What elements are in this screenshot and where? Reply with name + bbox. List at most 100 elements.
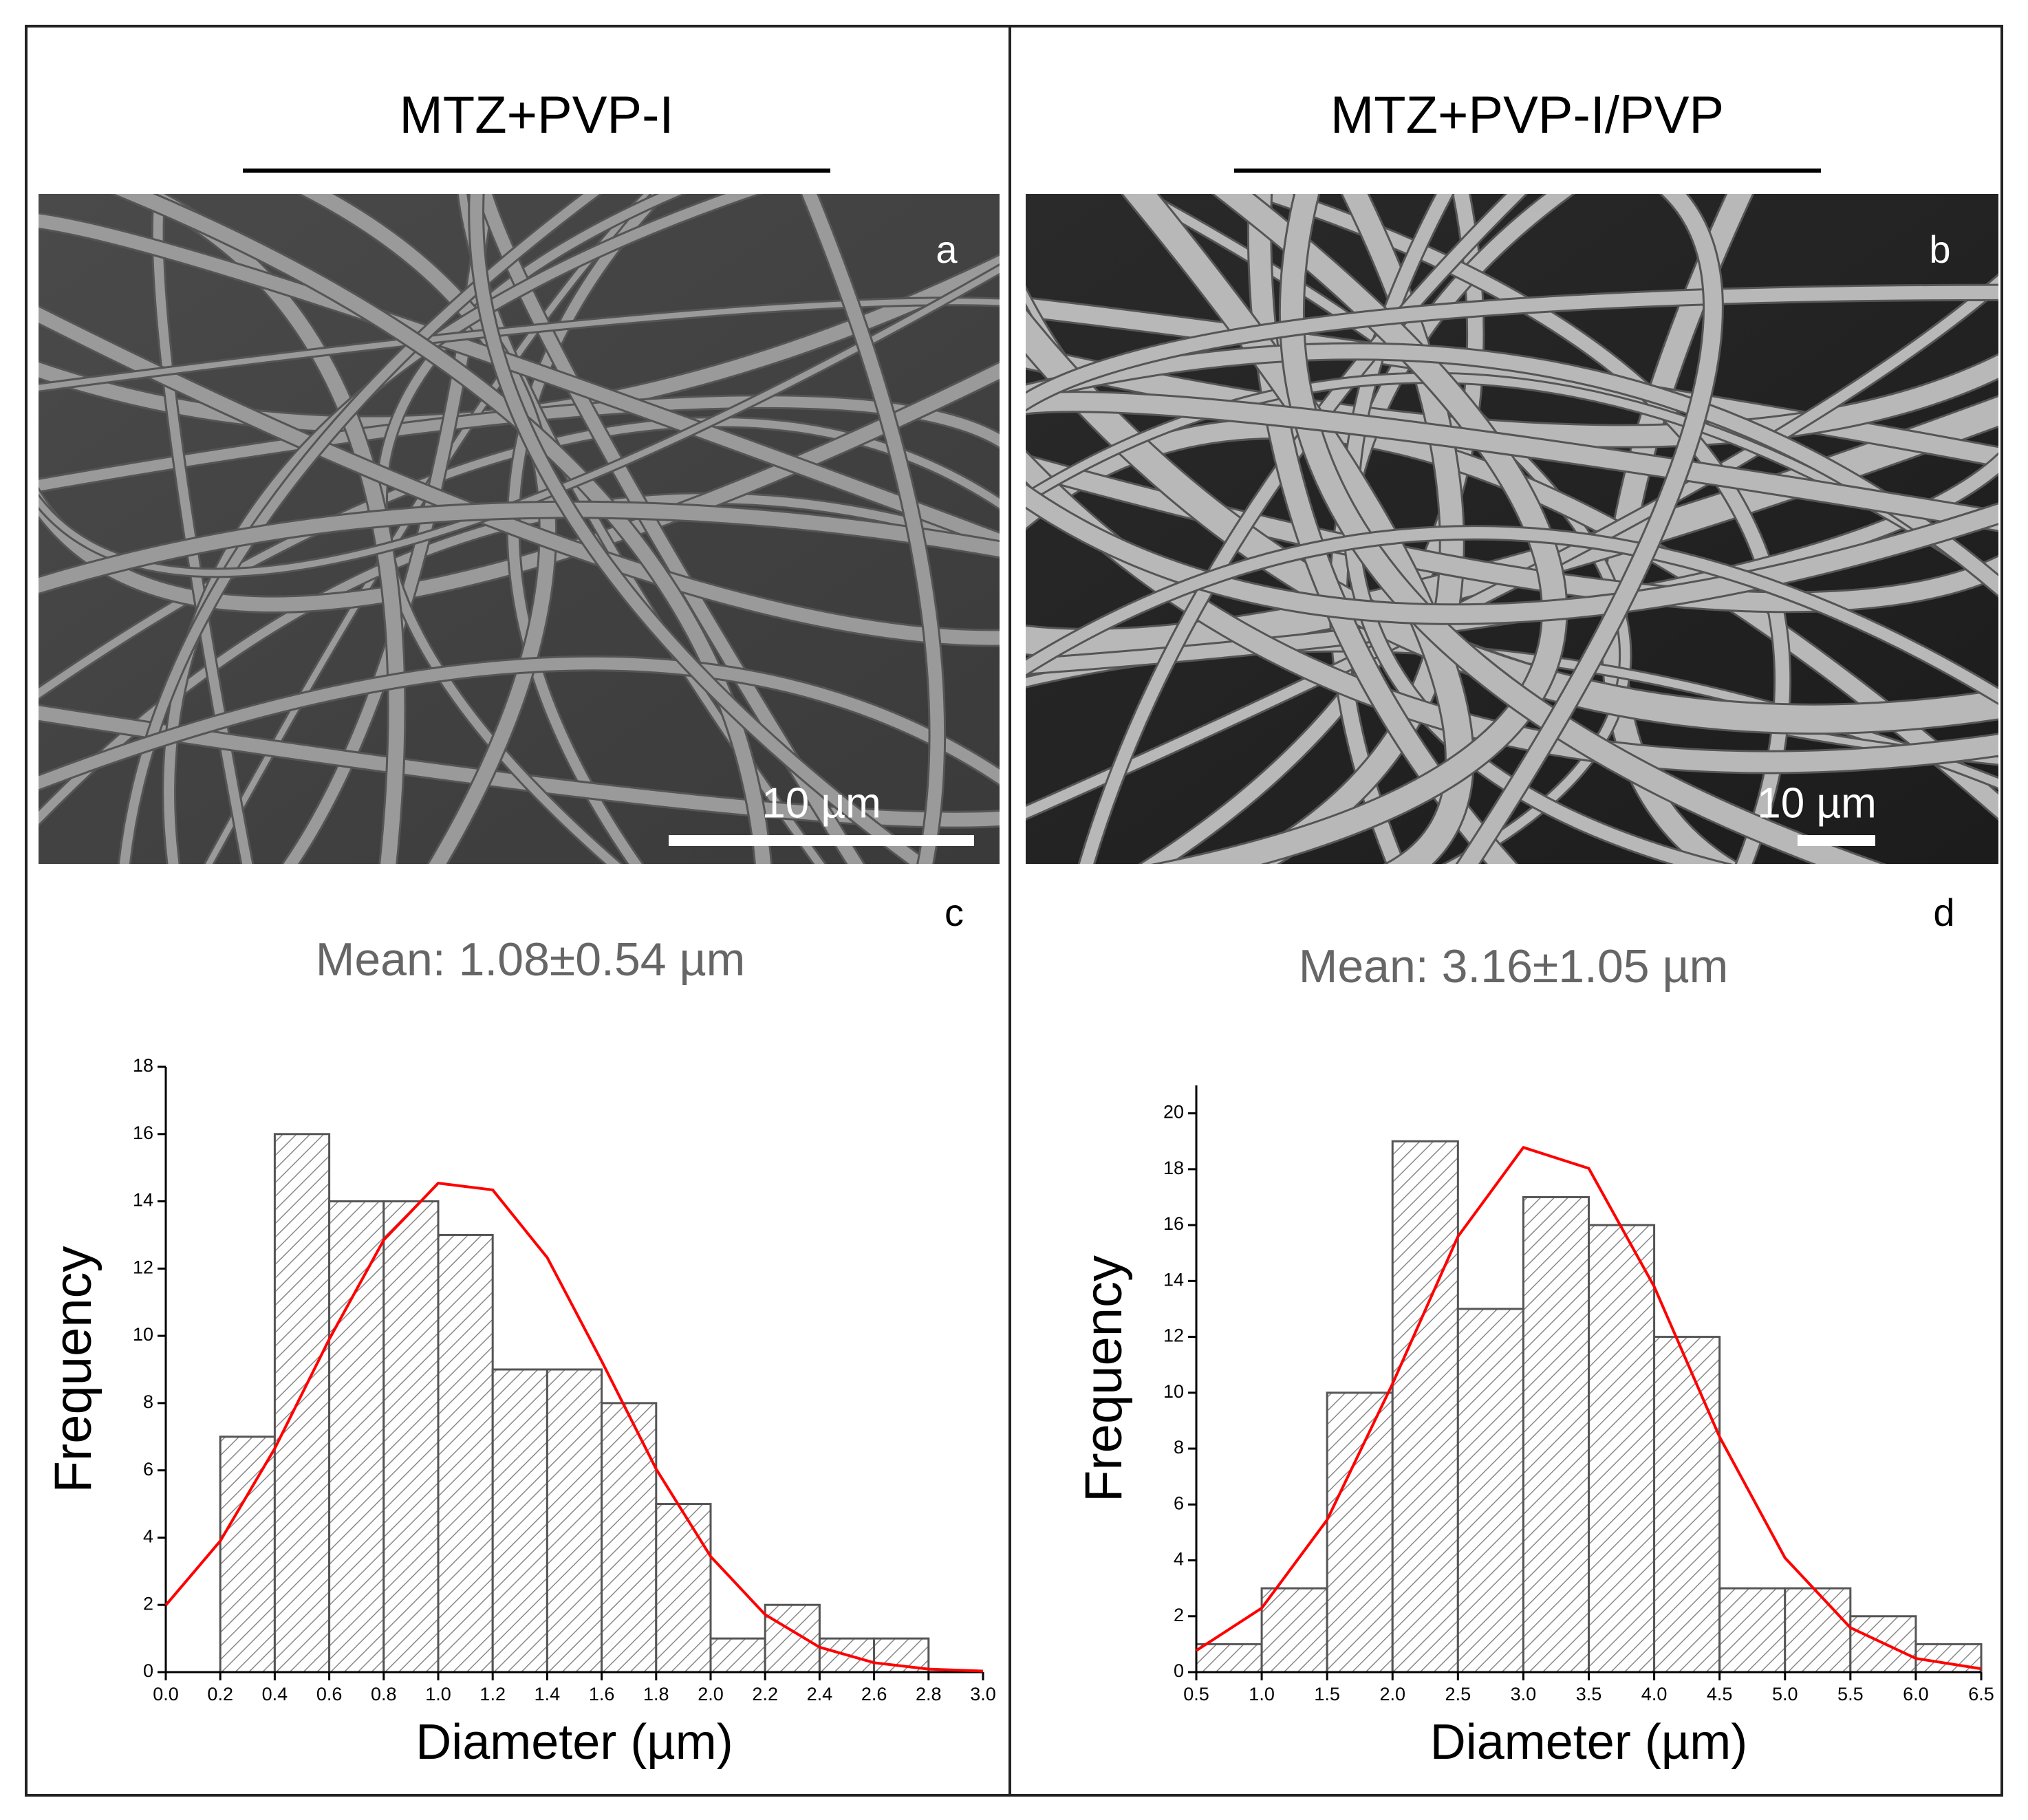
y-tick-label: 0 <box>143 1660 153 1681</box>
fiber <box>470 194 931 864</box>
x-tick-label: 1.8 <box>643 1684 669 1704</box>
bar <box>709 1637 766 1673</box>
x-tick-label: 1.6 <box>589 1684 615 1704</box>
fiber <box>1280 194 1881 864</box>
fiber <box>1161 194 1566 864</box>
bar <box>1653 1336 1721 1673</box>
bar <box>273 1133 331 1673</box>
x-tick-label: 2.0 <box>1379 1684 1405 1704</box>
fiber <box>39 657 1000 790</box>
fit-curve <box>164 1182 984 1673</box>
x-tick-label: 5.5 <box>1837 1684 1864 1704</box>
chart-title: Mean: 1.08±0.54 µm <box>316 933 746 986</box>
bar <box>1326 1391 1394 1673</box>
y-tick-label: 4 <box>1174 1549 1184 1570</box>
x-tick-label: 1.0 <box>1249 1684 1275 1704</box>
x-tick-label: 4.0 <box>1641 1684 1668 1704</box>
fiber <box>164 194 757 864</box>
fiber <box>115 194 770 864</box>
x-tick-label: 5.0 <box>1772 1684 1798 1704</box>
bar <box>328 1200 385 1673</box>
x-tick-label: 3.0 <box>1511 1684 1537 1704</box>
y-tick-label: 12 <box>133 1257 153 1277</box>
x-tick-label: 0.6 <box>316 1684 343 1704</box>
y-tick-label: 12 <box>1163 1325 1184 1346</box>
y-axis-label: Frequency <box>44 1246 103 1493</box>
bar <box>601 1402 658 1673</box>
bar <box>437 1233 494 1673</box>
y-tick-label: 18 <box>133 1055 153 1076</box>
fiber <box>1026 420 1998 819</box>
fiber <box>1603 194 1752 864</box>
y-tick-label: 14 <box>1163 1269 1184 1290</box>
x-tick-label: 0.5 <box>1183 1684 1209 1704</box>
y-tick-label: 16 <box>1163 1213 1184 1234</box>
y-tick-label: 8 <box>1174 1437 1184 1458</box>
y-tick-label: 2 <box>143 1593 153 1614</box>
fiber <box>1026 285 1998 410</box>
y-tick-label: 14 <box>133 1190 153 1211</box>
x-tick-label: 2.6 <box>861 1684 887 1704</box>
fiber <box>39 266 1000 576</box>
fiber <box>120 194 600 864</box>
fit-curve <box>1195 1146 1982 1671</box>
fiber <box>1458 194 1722 864</box>
scale-bar-label: 10 µm <box>762 779 881 827</box>
fiber <box>1079 194 1526 864</box>
x-tick-label: 1.0 <box>425 1684 451 1704</box>
panel-letter: a <box>936 228 958 271</box>
y-tick-label: 16 <box>133 1123 153 1143</box>
x-tick-label: 2.8 <box>916 1684 942 1704</box>
fiber <box>39 214 1000 548</box>
bar <box>1456 1308 1524 1673</box>
x-tick-label: 0.0 <box>153 1684 179 1704</box>
y-tick-label: 20 <box>1163 1102 1184 1123</box>
bar <box>764 1603 821 1673</box>
bar <box>1195 1643 1263 1673</box>
y-axis-label: Frequency <box>1075 1255 1133 1502</box>
fiber <box>39 706 1000 827</box>
y-tick-label: 10 <box>133 1324 153 1345</box>
x-tick-label: 2.2 <box>752 1684 778 1704</box>
scale-bar-label: 10 µm <box>1757 779 1877 827</box>
x-tick-label: 4.5 <box>1707 1684 1733 1704</box>
y-tick-label: 10 <box>1163 1381 1184 1402</box>
x-tick-label: 1.4 <box>535 1684 561 1704</box>
bar <box>655 1503 712 1673</box>
x-tick-label: 2.0 <box>698 1684 724 1704</box>
bar <box>1718 1587 1787 1673</box>
bar <box>546 1368 603 1673</box>
fibers <box>39 194 1000 864</box>
x-tick-label: 2.5 <box>1445 1684 1471 1704</box>
x-tick-label: 0.2 <box>207 1684 233 1704</box>
bar <box>1522 1195 1590 1673</box>
x-tick-label: 1.5 <box>1314 1684 1340 1704</box>
x-tick-label: 0.4 <box>262 1684 288 1704</box>
fiber <box>1026 298 1998 466</box>
x-tick-label: 0.8 <box>371 1684 397 1704</box>
panel-letter: c <box>945 891 964 934</box>
y-tick-label: 0 <box>1174 1660 1184 1681</box>
panel-letter: d <box>1933 891 1954 934</box>
fiber <box>1026 527 1998 703</box>
bar <box>219 1436 276 1673</box>
panel-letter: b <box>1929 228 1950 271</box>
y-tick-label: 8 <box>143 1391 153 1412</box>
fiber <box>39 396 1000 491</box>
x-axis-label: Diameter (µm) <box>416 1715 733 1770</box>
bar <box>1260 1587 1328 1673</box>
panel-title: MTZ+PVP-I/PVP <box>1330 86 1724 144</box>
bar <box>382 1200 440 1673</box>
bar <box>1391 1140 1459 1673</box>
fiber <box>39 502 1000 593</box>
fiber <box>478 194 863 864</box>
y-tick-label: 4 <box>143 1526 153 1547</box>
bar <box>491 1368 548 1673</box>
fiber <box>1026 347 1998 446</box>
x-tick-label: 1.2 <box>479 1684 506 1704</box>
y-tick-label: 6 <box>143 1459 153 1480</box>
bar <box>1588 1224 1656 1673</box>
y-tick-label: 18 <box>1163 1158 1184 1178</box>
fiber <box>1026 485 1998 623</box>
